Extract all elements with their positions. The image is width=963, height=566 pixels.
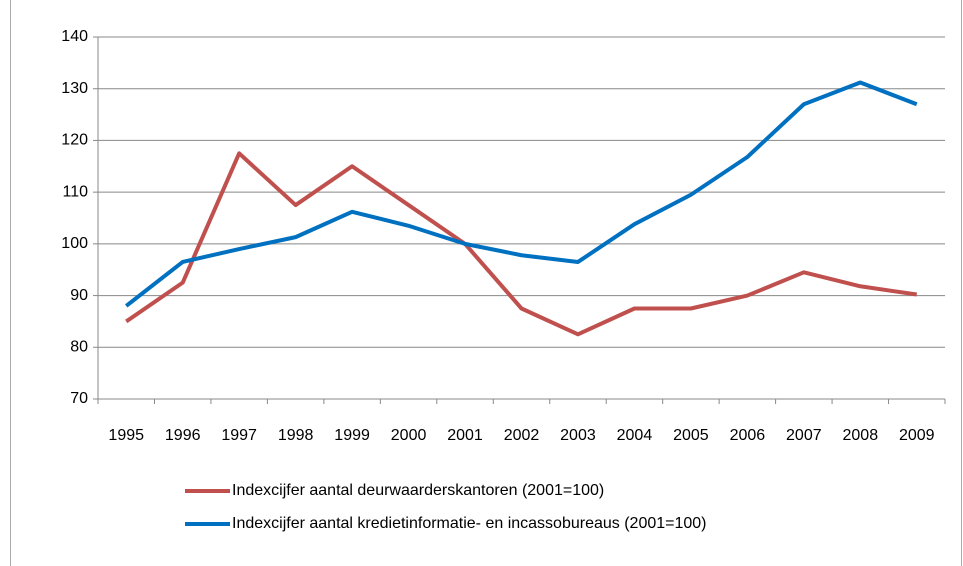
x-tick-label: 2004 <box>617 427 653 444</box>
x-tick-label: 1999 <box>334 427 370 444</box>
legend-label: Indexcijfer aantal kredietinformatie- en… <box>232 515 707 532</box>
x-tick-label: 2005 <box>673 427 709 444</box>
x-tick-label: 1995 <box>108 427 144 444</box>
x-tick-label: 1996 <box>165 427 201 444</box>
legend-label: Indexcijfer aantal deurwaarderskantoren … <box>232 482 604 499</box>
y-tick-label: 140 <box>61 28 88 45</box>
x-tick-label: 2008 <box>843 427 879 444</box>
y-tick-label: 90 <box>70 287 88 304</box>
x-tick-label: 2001 <box>447 427 483 444</box>
chart-frame <box>10 0 962 566</box>
x-tick-label: 2000 <box>391 427 427 444</box>
x-tick-label: 2003 <box>560 427 596 444</box>
x-tick-label: 1997 <box>221 427 257 444</box>
x-tick-label: 2002 <box>504 427 540 444</box>
y-tick-label: 110 <box>62 183 88 200</box>
y-tick-label: 80 <box>70 339 88 356</box>
series-line <box>125 80 918 308</box>
x-tick-label: 2009 <box>899 427 935 444</box>
x-tick-label: 2006 <box>730 427 766 444</box>
x-tick-label: 2007 <box>786 427 822 444</box>
y-tick-label: 120 <box>61 132 88 149</box>
y-tick-label: 70 <box>70 390 88 407</box>
y-tick-label: 130 <box>61 80 88 97</box>
x-tick-label: 1998 <box>278 427 314 444</box>
y-tick-label: 100 <box>61 235 88 252</box>
series-line <box>125 151 918 337</box>
